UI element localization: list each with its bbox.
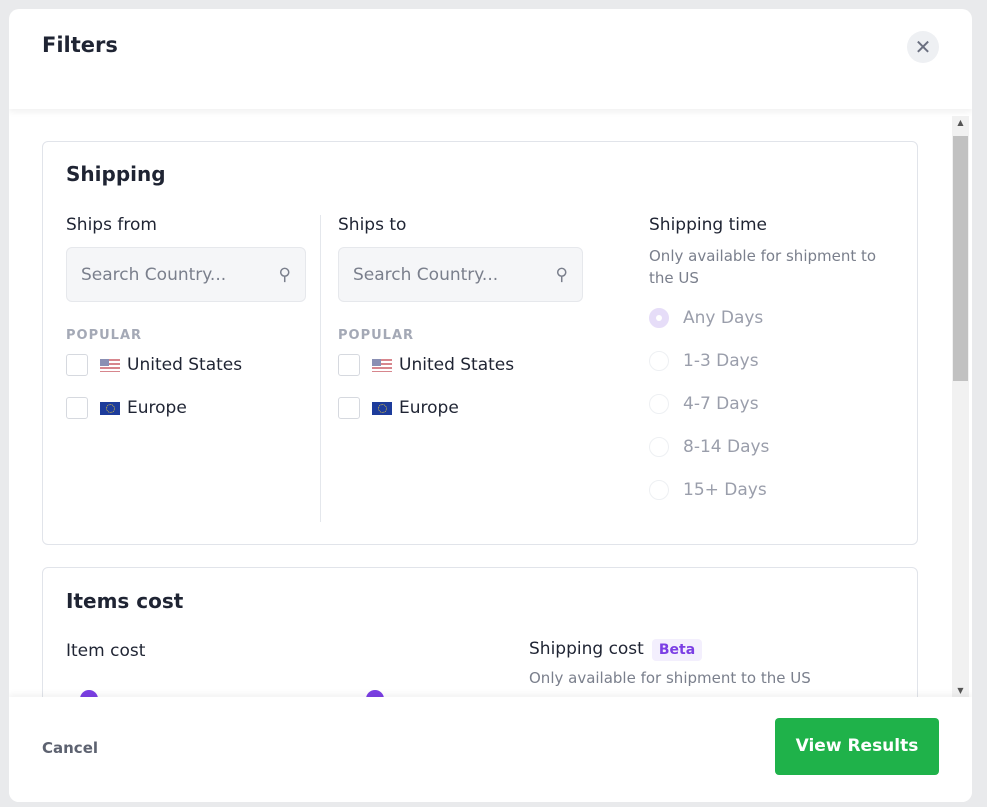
modal-header: Filters ✕ — [9, 9, 972, 109]
radio-8-14-days[interactable]: 8-14 Days — [649, 435, 889, 459]
radio-label: Any Days — [683, 308, 764, 328]
shipping-time-group: Shipping time Only available for shipmen… — [649, 215, 889, 502]
checkbox-united-states[interactable]: United States — [66, 353, 306, 377]
close-icon: ✕ — [914, 35, 932, 59]
radio-label: 1-3 Days — [683, 351, 759, 371]
view-results-button[interactable]: View Results — [775, 718, 939, 775]
shipping-time-label: Shipping time — [649, 215, 767, 235]
option-label: Europe — [399, 398, 459, 418]
ships-to-group: Ships to Search Country... ⚲ POPULAR Unit… — [338, 215, 583, 420]
slider-min-handle[interactable] — [80, 690, 98, 697]
ships-to-search[interactable]: Search Country... ⚲ — [338, 247, 583, 302]
shipping-cost-group: Shipping cost Beta Only available for shi… — [529, 639, 811, 689]
shipping-cost-note: Only available for shipment to the US — [529, 669, 811, 687]
items-cost-section: Items cost Item cost Shipping cost Beta O… — [42, 567, 918, 697]
us-flag-icon — [100, 358, 120, 372]
section-title: Shipping — [66, 162, 166, 186]
close-button[interactable]: ✕ — [907, 31, 939, 63]
scrollbar-thumb[interactable] — [953, 136, 968, 381]
cancel-button[interactable]: Cancel — [42, 739, 99, 757]
checkbox-united-states[interactable]: United States — [338, 353, 583, 377]
item-cost-label: Item cost — [66, 641, 146, 661]
beta-badge: Beta — [651, 639, 703, 661]
radio-label: 8-14 Days — [683, 437, 770, 457]
scroll-down-icon[interactable]: ▼ — [957, 686, 964, 695]
radio-label: 4-7 Days — [683, 394, 759, 414]
modal-title: Filters — [42, 33, 118, 57]
eu-flag-icon — [100, 401, 120, 415]
scrollbar[interactable]: ▲ ▼ — [952, 116, 969, 697]
search-placeholder: Search Country... — [353, 264, 499, 285]
shipping-cost-label: Shipping cost — [529, 639, 644, 659]
search-icon: ⚲ — [278, 264, 291, 285]
modal-body: Shipping Ships from Search Country... ⚲ P… — [9, 116, 972, 697]
option-label: Europe — [127, 398, 187, 418]
popular-heading: POPULAR — [338, 328, 415, 343]
radio-button[interactable] — [649, 351, 669, 371]
ships-to-label: Ships to — [338, 215, 407, 235]
radio-label: 15+ Days — [683, 480, 767, 500]
radio-15-plus-days[interactable]: 15+ Days — [649, 478, 889, 502]
popular-heading: POPULAR — [66, 328, 143, 343]
shipping-section: Shipping Ships from Search Country... ⚲ P… — [42, 141, 918, 545]
checkbox[interactable] — [66, 397, 88, 419]
checkbox-europe[interactable]: Europe — [66, 396, 306, 420]
ships-from-group: Ships from Search Country... ⚲ POPULAR Un… — [66, 215, 306, 420]
checkbox-europe[interactable]: Europe — [338, 396, 583, 420]
radio-1-3-days[interactable]: 1-3 Days — [649, 349, 889, 373]
option-label: United States — [127, 355, 243, 375]
ships-from-search[interactable]: Search Country... ⚲ — [66, 247, 306, 302]
shipping-time-note: Only available for shipment to the US — [649, 247, 877, 287]
radio-button[interactable] — [649, 437, 669, 457]
radio-button[interactable] — [649, 308, 669, 328]
filters-modal: Filters ✕ Shipping Ships from Search Cou… — [9, 9, 972, 802]
checkbox[interactable] — [338, 397, 360, 419]
search-icon: ⚲ — [555, 264, 568, 285]
us-flag-icon — [372, 358, 392, 372]
radio-button[interactable] — [649, 394, 669, 414]
radio-any-days[interactable]: Any Days — [649, 306, 889, 330]
radio-4-7-days[interactable]: 4-7 Days — [649, 392, 889, 416]
checkbox[interactable] — [338, 354, 360, 376]
item-cost-slider[interactable] — [66, 690, 386, 697]
slider-max-handle[interactable] — [366, 690, 384, 697]
section-title: Items cost — [66, 589, 184, 613]
scroll-up-icon[interactable]: ▲ — [957, 118, 964, 127]
eu-flag-icon — [372, 401, 392, 415]
search-placeholder: Search Country... — [81, 264, 227, 285]
checkbox[interactable] — [66, 354, 88, 376]
option-label: United States — [399, 355, 515, 375]
radio-button[interactable] — [649, 480, 669, 500]
ships-from-label: Ships from — [66, 215, 157, 235]
divider — [320, 215, 321, 522]
modal-footer: Cancel View Results — [9, 697, 972, 802]
